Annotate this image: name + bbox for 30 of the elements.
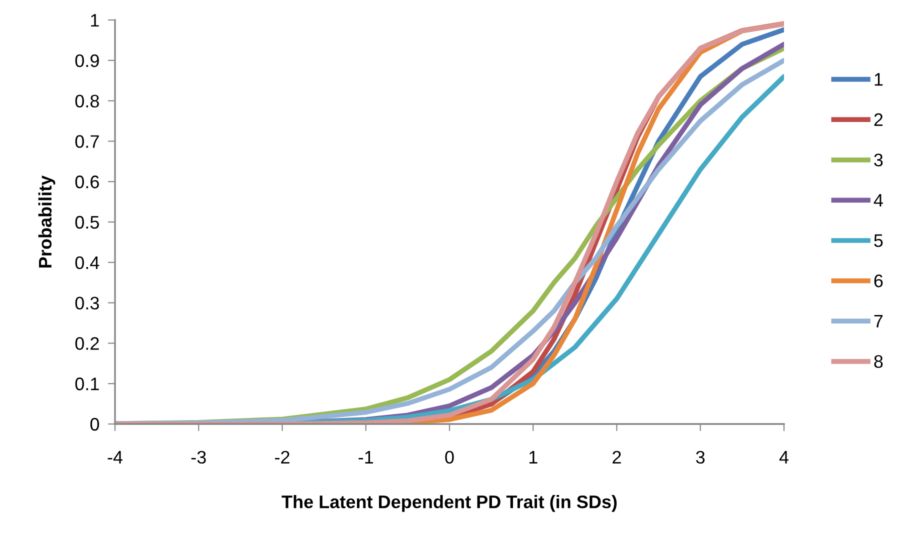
y-tick-label: 0.4 [75,256,100,270]
legend-label: 4 [874,194,883,207]
x-tick-label: 1 [529,451,538,464]
x-axis-title: The Latent Dependent PD Trait (in SDs) [282,495,617,512]
y-tick-label: 0.3 [75,296,99,310]
x-tick-label: -1 [358,451,374,464]
x-tick-label: 3 [696,450,705,464]
x-tick-label: 0 [445,450,454,464]
legend-label: 7 [874,315,883,328]
y-tick-label: 0.5 [75,216,99,229]
legend-label: 8 [874,355,883,368]
x-tick-label: 4 [779,451,788,464]
y-tick-label: 0.1 [75,378,99,390]
y-tick-label: 0 [90,418,100,431]
legend-label: 3 [874,154,883,166]
y-tick-label: 0.8 [75,94,99,108]
x-tick-label: -3 [191,450,206,464]
x-tick-label: -2 [275,450,290,464]
y-tick-label: 1 [91,14,99,27]
legend-label: 6 [874,274,883,288]
y-tick-label: 0.6 [75,176,99,188]
x-tick-label: -4 [108,451,122,464]
legend-label: 2 [874,113,883,126]
legend-label: 5 [874,234,883,247]
y-axis-title: Probability [38,175,56,268]
y-tick-label: 0.2 [75,337,99,350]
y-tick-label: 0.7 [75,135,99,148]
x-tick-label: 2 [612,450,621,464]
legend-label: 1 [874,73,883,86]
y-tick-label: 0.9 [75,54,99,68]
